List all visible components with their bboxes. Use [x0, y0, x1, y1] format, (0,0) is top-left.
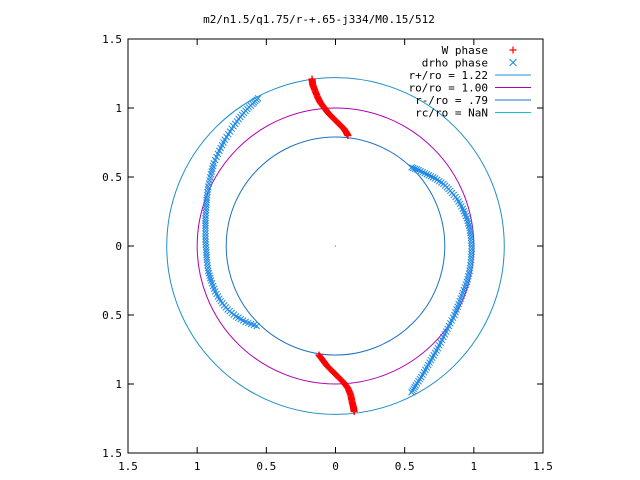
- drho-phase-point: [202, 224, 209, 232]
- drho-phase-point: [467, 261, 474, 269]
- y-tick-label: 0.5: [102, 171, 122, 184]
- drho-phase-point: [202, 206, 210, 214]
- drho-phase-point: [464, 219, 472, 227]
- drho-phase-point: [202, 232, 209, 240]
- drho-phase-point: [468, 248, 475, 255]
- x-tick-label: 0.5: [395, 460, 415, 473]
- y-tick-label: 0.5: [102, 309, 122, 322]
- chart-title: m2/n1.5/q1.75/r-+.65-j334/M0.15/512: [203, 13, 435, 26]
- drho-phase-point: [204, 261, 211, 269]
- drho-phase-point: [202, 212, 209, 219]
- drho-phase-point: [202, 235, 209, 243]
- drho-phase-point: [423, 170, 431, 178]
- y-tick-label: 1.5: [102, 33, 122, 46]
- drho-phase-point: [427, 172, 435, 180]
- drho-phase-point: [202, 222, 209, 229]
- drho-phase-point: [417, 167, 424, 175]
- y-axis: 1.5 1 0.5 0 0.5 1 1.5: [102, 33, 543, 460]
- drho-phase-point: [204, 186, 212, 193]
- drho-phase-point: [466, 264, 474, 272]
- w-phase-point: [344, 132, 352, 140]
- y-tick-label: 0: [115, 240, 122, 253]
- drho-phase-point: [467, 259, 475, 266]
- x-axis: 1.5 1 0.5 0 0.5 1 1.5: [118, 39, 553, 473]
- drho-phase-point: [202, 209, 210, 217]
- y-tick-label: 1: [115, 378, 122, 391]
- drho-phase-point: [467, 237, 475, 244]
- legend-label: drho phase: [422, 57, 488, 70]
- drho-phase-point: [202, 201, 210, 209]
- drho-phase-point: [202, 238, 209, 246]
- data-marks: [202, 75, 476, 416]
- drho-phase-point: [202, 230, 209, 237]
- drho-phase-point: [202, 215, 209, 222]
- x-tick-label: 1.5: [118, 460, 138, 473]
- circle-r: [166, 77, 505, 415]
- drho-phase-point: [202, 244, 210, 251]
- x-tick-label: 1.5: [533, 460, 553, 473]
- y-tick-label: 1: [115, 102, 122, 115]
- drho-phase-point: [253, 322, 261, 330]
- drho-phase-point: [204, 183, 212, 191]
- y-tick-label: 1.5: [102, 447, 122, 460]
- drho-phase-point: [203, 259, 211, 266]
- drho-phase-point: [425, 171, 433, 179]
- drho-phase-point: [468, 245, 476, 253]
- drho-phase-point: [205, 269, 213, 277]
- drho-phase-point: [421, 169, 429, 177]
- w-phase-point: [350, 408, 358, 416]
- drho-phase-point: [468, 242, 475, 250]
- drho-phase-point: [468, 239, 475, 247]
- drho-phase-point: [415, 166, 422, 174]
- drho-phase-point: [419, 168, 427, 176]
- drho-phase-point: [203, 256, 211, 264]
- drho-phase-point: [202, 204, 210, 211]
- drho-phase-point: [408, 163, 415, 171]
- x-tick-label: 0.5: [256, 460, 276, 473]
- drho-phase-point: [202, 241, 210, 248]
- drho-phase-point: [204, 267, 212, 275]
- origin-dot: [334, 245, 337, 247]
- circle-r: [225, 136, 446, 356]
- legend-label: r-/ro = .79: [415, 94, 488, 107]
- drho-phase-point: [468, 250, 475, 258]
- drho-phase-point: [204, 264, 212, 272]
- drho-phase-point: [429, 173, 437, 181]
- drho-phase-point: [206, 274, 214, 282]
- x-tick-label: 1: [471, 460, 478, 473]
- drho-phase-point: [467, 256, 475, 264]
- drho-phase-point: [202, 219, 209, 227]
- drho-phase-point: [463, 215, 471, 222]
- drho-phase-point: [467, 234, 475, 242]
- legend-label: W phase: [442, 44, 488, 57]
- drho-phase-point: [202, 227, 209, 235]
- drho-phase-point: [206, 272, 213, 280]
- legend-label: r+/ro = 1.22: [409, 69, 488, 82]
- drho-phase-point: [411, 165, 419, 173]
- legend-label: ro/ro = 1.00: [409, 82, 488, 95]
- x-tick-label: 1: [194, 460, 201, 473]
- x-tick-label: 0: [332, 460, 339, 473]
- legend-x-marker: [509, 58, 517, 67]
- drho-phase-point: [202, 217, 209, 225]
- drho-phase-point: [408, 388, 415, 396]
- drho-phase-point: [413, 166, 421, 173]
- drho-phase-point: [467, 253, 475, 261]
- drho-phase-point: [204, 188, 211, 196]
- drho-phase-point: [464, 217, 471, 225]
- drho-phase-point: [409, 164, 417, 172]
- legend-plus-marker: [509, 46, 517, 54]
- legend-label: rc/ro = NaN: [415, 107, 488, 120]
